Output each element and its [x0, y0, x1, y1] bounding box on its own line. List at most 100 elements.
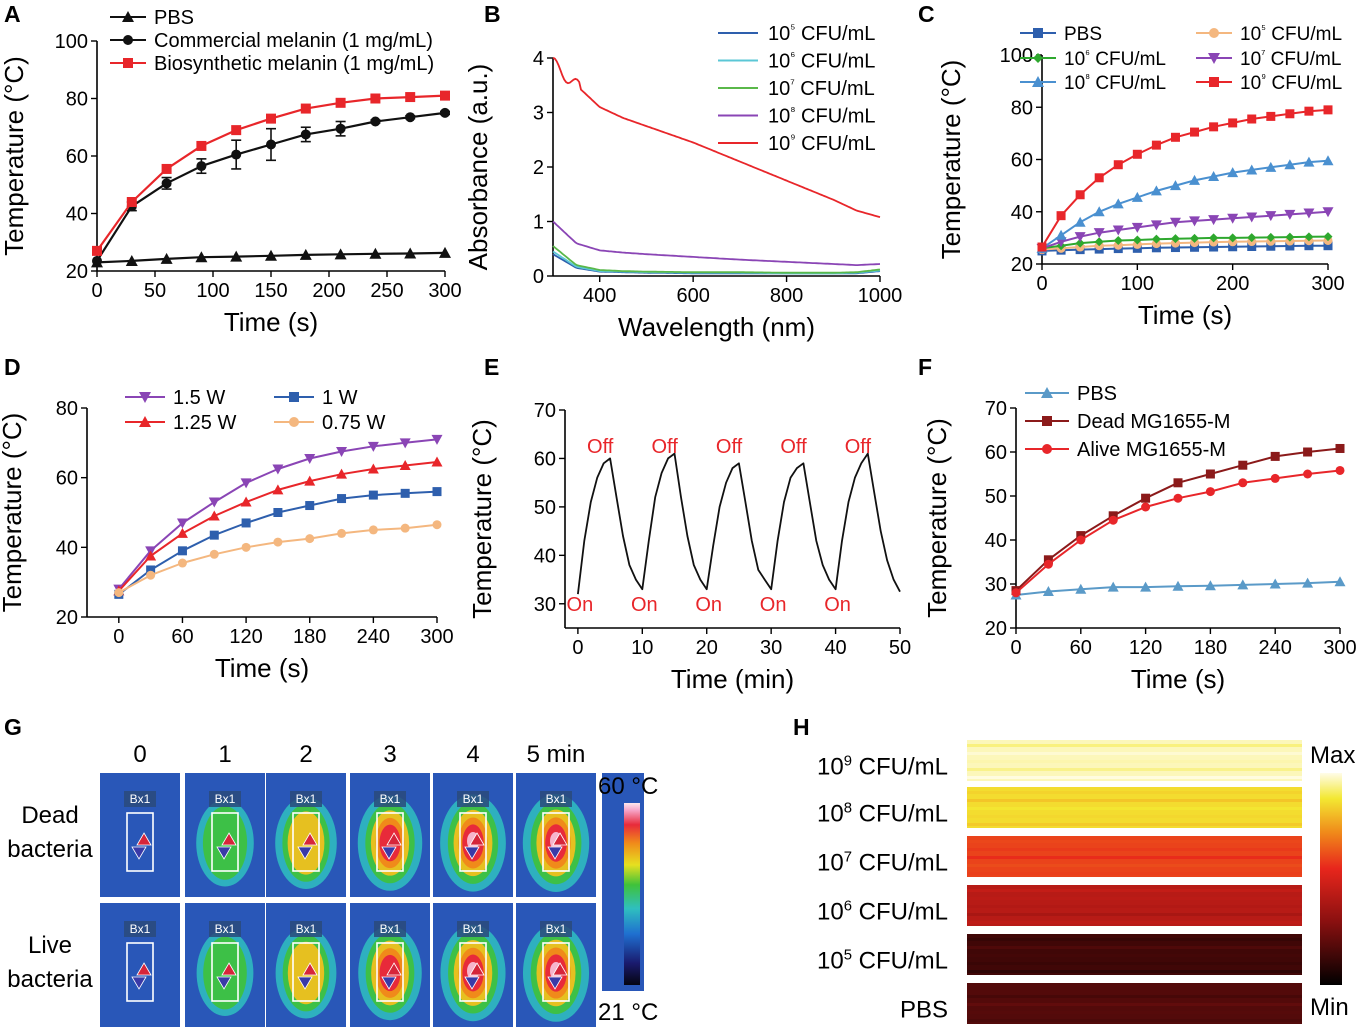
series-line — [577, 452, 901, 595]
data-point — [266, 113, 276, 124]
roi-tag — [457, 791, 489, 807]
data-point — [1042, 585, 1054, 596]
roi-label: Bx1 — [546, 792, 567, 806]
heatmap-stripe — [967, 962, 1302, 965]
thermal-image: Bx1 — [433, 903, 513, 1027]
heatmap-stripe — [967, 760, 1302, 763]
roi-tag — [374, 921, 406, 937]
data-point — [1323, 241, 1333, 251]
x-tick-label: 60 — [1070, 637, 1092, 659]
x-tick-label: 50 — [144, 280, 166, 302]
data-point — [1285, 109, 1295, 119]
y-axis-title: Temperature (°C) — [0, 413, 27, 613]
data-point — [1055, 237, 1067, 248]
data-point — [405, 112, 416, 123]
data-point — [1169, 217, 1181, 228]
data-point — [400, 523, 410, 533]
heatmap-stripe — [967, 938, 1302, 941]
y-tick-label: 40 — [985, 530, 1007, 552]
roi-tag — [209, 791, 241, 807]
panel-b: 400 600 800 1000 0 1 2 3 4 Wavelength (nm) Absorba… — [463, 21, 902, 342]
x-tick-label: 600 — [676, 285, 709, 307]
data-point — [367, 463, 379, 474]
data-point — [240, 478, 252, 489]
data-point — [1190, 233, 1200, 243]
data-point — [1011, 588, 1021, 598]
y-tick-label: 40 — [534, 545, 556, 567]
data-point — [1169, 180, 1181, 191]
y-tick-label: 20 — [1011, 254, 1033, 276]
data-point — [241, 518, 251, 528]
y-tick-label: 20 — [56, 607, 78, 629]
legend-label: 10⁷ CFU/mL — [1240, 48, 1341, 70]
max-marker — [302, 832, 318, 846]
y-tick-label: 3 — [533, 103, 544, 125]
heatmap-stripe — [967, 954, 1302, 957]
roi-tag — [457, 921, 489, 937]
data-point — [1172, 580, 1184, 591]
x-tick-label: 300 — [420, 626, 453, 648]
roi-tag — [540, 921, 572, 937]
x-tick-label: 300 — [428, 280, 461, 302]
legend-label: PBS — [1077, 383, 1117, 405]
legend-marker — [122, 11, 134, 22]
thermal-image: Bx1 — [516, 903, 596, 1027]
data-point — [1208, 215, 1220, 226]
legend-label: 10⁶ CFU/mL — [768, 49, 875, 73]
time-label: 5 min — [527, 741, 586, 768]
roi-tag — [290, 791, 322, 807]
data-point — [240, 496, 252, 507]
y-tick-label: 100 — [1000, 45, 1033, 67]
panel-h: 109 CFU/mL 108 CFU/mL 107 CFU/mL 106 CFU/mL… — [817, 740, 1355, 1024]
time-label: 1 — [218, 741, 231, 768]
data-point — [176, 527, 188, 538]
time-label: 4 — [466, 741, 479, 768]
y-tick-label: 20 — [985, 618, 1007, 640]
roi-label: Bx1 — [215, 922, 236, 936]
x-tick-label: 240 — [1259, 637, 1292, 659]
roi-label: Bx1 — [296, 922, 317, 936]
data-point — [300, 129, 311, 140]
x-tick-label: 20 — [696, 637, 718, 659]
data-point — [1247, 114, 1257, 124]
min-marker — [547, 976, 563, 990]
legend-label: Commercial melanin (1 mg/mL) — [154, 30, 433, 52]
data-point — [231, 149, 242, 160]
on-annotation: On — [695, 594, 722, 616]
legend-label: 1 W — [322, 387, 358, 409]
thermal-image: Bx1 — [266, 773, 346, 897]
on-annotation: On — [760, 594, 787, 616]
min-marker — [216, 846, 232, 860]
y-tick-label: 60 — [56, 468, 78, 490]
data-point — [1112, 225, 1124, 236]
data-point — [1204, 580, 1216, 591]
x-tick-label: 240 — [357, 626, 390, 648]
panel-letter-f: F — [918, 354, 932, 380]
legend-label: 10⁵ CFU/mL — [768, 21, 875, 45]
x-tick-label: 180 — [293, 626, 326, 648]
legend-marker — [1208, 53, 1220, 64]
data-point — [1228, 233, 1238, 243]
y-tick-label: 20 — [66, 261, 88, 283]
data-point — [1227, 213, 1239, 224]
legend-label: 10⁸ CFU/mL — [768, 104, 875, 128]
data-point — [1228, 118, 1238, 128]
heatmap-stripe — [967, 970, 1302, 973]
series-line — [552, 245, 881, 274]
x-tick-label: 400 — [583, 285, 616, 307]
roi-box — [211, 812, 239, 872]
data-point — [368, 525, 378, 535]
thermal-image: Bx1 — [350, 903, 430, 1027]
x-tick-label: 300 — [1311, 273, 1344, 295]
data-point — [1269, 578, 1281, 589]
data-point — [1150, 185, 1162, 196]
data-point — [1304, 106, 1314, 116]
y-tick-label: 80 — [1011, 97, 1033, 119]
data-point — [177, 546, 187, 556]
row-label: bacteria — [7, 966, 93, 993]
data-point — [272, 464, 284, 475]
panel-a: 0 50 100 150 200 250 300 20 40 60 80 100 Time (s) Tem… — [0, 7, 462, 337]
heatmap-stripe — [967, 848, 1302, 851]
data-point — [1141, 502, 1151, 512]
